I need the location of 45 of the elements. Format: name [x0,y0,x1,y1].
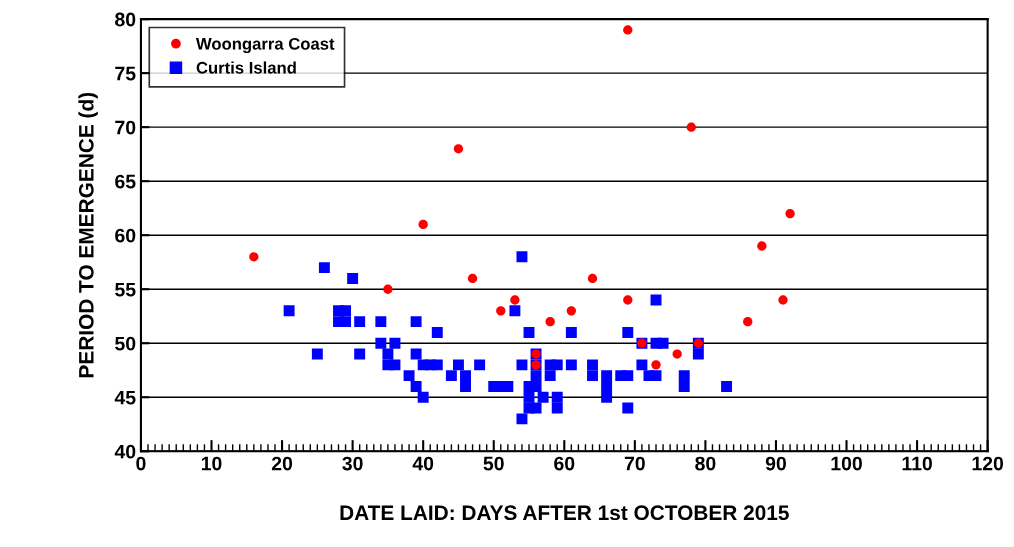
y-axis-title: PERIOD TO EMERGENCE (d) [78,92,98,378]
point [623,25,633,35]
point [587,273,598,284]
x-axis-title: DATE LAID: DAYS AFTER 1st OCTOBER 2015 [340,505,789,521]
y-tick-label: 40 [114,444,136,459]
y-tick-label: 75 [115,66,136,81]
point [496,306,506,316]
point [651,360,661,370]
x-tick-label: 110 [902,456,932,471]
point [778,295,788,305]
point [785,208,795,219]
y-tick-label: 45 [114,390,136,405]
y-tick-label: 60 [115,228,136,243]
point [545,316,555,327]
point [566,306,577,316]
x-tick-label: 10 [201,456,222,471]
point [383,284,393,294]
point [467,273,478,284]
x-tick-label: 80 [695,456,716,471]
x-tick-label: 120 [972,456,1004,471]
point [757,241,767,251]
y-tick-label: 65 [115,174,136,189]
legend-label: Curtis Island [196,61,296,74]
x-tick-label: 50 [483,456,504,471]
point [623,295,633,305]
y-tick-label: 70 [115,120,136,135]
point [249,252,259,262]
x-tick-label: 60 [554,456,575,471]
point [453,144,464,154]
x-tick-label: 70 [624,456,645,471]
point [672,349,682,359]
x-tick-label: 100 [831,456,862,471]
point [510,295,520,305]
point [418,219,428,230]
point [686,122,696,132]
x-tick-label: 20 [271,456,293,471]
y-tick-label: 80 [115,12,136,27]
x-tick-label: 90 [765,456,786,471]
legend-label: Woongarra Coast [195,37,335,54]
y-tick-label: 50 [115,336,136,351]
x-tick-label: 30 [342,456,363,471]
x-tick-label: 0 [136,456,146,471]
y-tick-label: 55 [115,282,136,297]
x-tick-label: 40 [412,456,434,471]
point [743,316,753,327]
